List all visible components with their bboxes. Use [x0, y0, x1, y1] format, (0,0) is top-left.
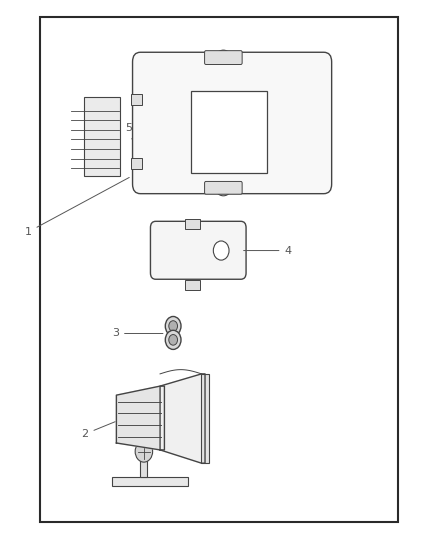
Text: 1: 1 — [25, 177, 129, 237]
Circle shape — [169, 321, 177, 332]
FancyBboxPatch shape — [133, 52, 332, 193]
FancyBboxPatch shape — [131, 158, 142, 169]
Bar — [112, 477, 188, 486]
FancyBboxPatch shape — [84, 97, 120, 175]
FancyBboxPatch shape — [131, 94, 142, 106]
FancyBboxPatch shape — [150, 221, 246, 279]
Bar — [141, 460, 148, 477]
Polygon shape — [117, 386, 164, 450]
Text: 4: 4 — [244, 246, 292, 255]
FancyBboxPatch shape — [205, 51, 242, 64]
FancyBboxPatch shape — [205, 181, 242, 194]
Circle shape — [165, 317, 181, 336]
Text: 3: 3 — [112, 328, 163, 338]
Text: 2: 2 — [81, 422, 115, 439]
FancyBboxPatch shape — [185, 280, 200, 290]
Circle shape — [165, 330, 181, 350]
Bar — [191, 91, 267, 173]
Polygon shape — [160, 374, 205, 463]
Circle shape — [169, 335, 177, 345]
FancyBboxPatch shape — [185, 219, 200, 229]
Text: 5: 5 — [125, 123, 132, 139]
Circle shape — [135, 441, 152, 462]
Bar — [201, 374, 209, 463]
Circle shape — [213, 241, 229, 260]
